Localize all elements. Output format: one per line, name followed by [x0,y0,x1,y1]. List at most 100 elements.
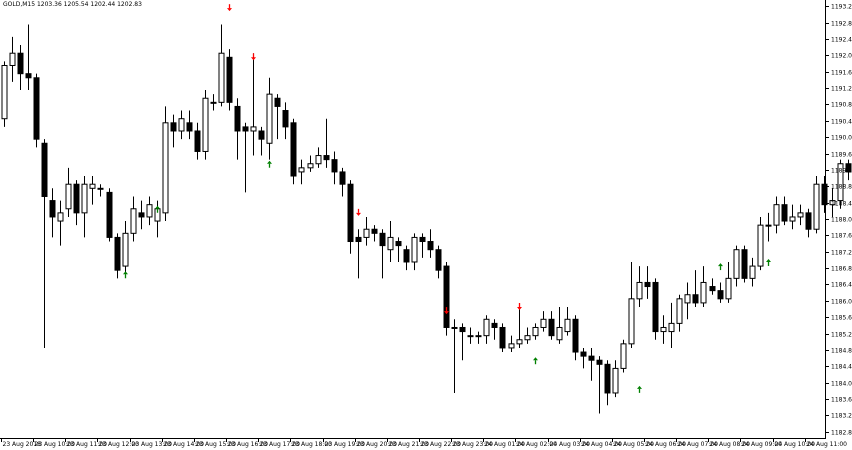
candle-body [717,290,724,300]
candle [427,229,434,258]
time-tick-label: 23 Aug 16:00 [228,441,269,448]
candle [178,110,185,140]
price-tick-label: 1192.45 [831,37,852,44]
candle [146,196,153,226]
price-axis: 1193.25 1192.85 1192.45 1192.05 1191.65 1191.… [825,4,852,437]
candle [97,184,104,197]
candle [395,237,402,262]
candle-body [210,101,217,104]
candle [331,151,338,185]
candle-body [49,200,56,218]
candle-body [298,167,305,173]
candle-body [307,163,314,169]
time-tick-label: 23 Aug 21:00 [389,441,430,448]
candle-body [106,191,113,238]
candle [548,311,555,340]
candle [282,102,289,140]
candle [106,188,113,242]
candle-body [797,212,804,218]
candle [524,327,531,344]
time-tick-label: 23 Aug 19:00 [325,441,366,448]
price-tick-label: 1184.85 [831,348,852,355]
candle-body [733,249,740,279]
price-tick-label: 1184.45 [831,364,852,371]
time-tick-label: 23 Aug 12:00 [99,441,140,448]
candle-body [17,52,24,75]
time-tick-label: 23 Aug 17:00 [260,441,301,448]
candle-body [347,183,354,243]
candle [532,323,539,340]
candle-body [644,281,651,288]
price-tick-label: 1185.25 [831,332,852,339]
candle-body [427,241,434,251]
candle [323,118,330,168]
candle [371,225,378,242]
price-tick-label: 1192.85 [831,21,852,28]
candle [347,180,354,254]
candle [789,204,796,230]
price-tick-label: 1186.05 [831,299,852,306]
candle-body [516,339,523,345]
arrow-head [356,212,361,216]
candle [773,196,780,234]
arrow-head [444,311,449,315]
candle-body [572,318,579,353]
candle-body [371,228,378,234]
price-tick-label: 1188.05 [831,217,852,224]
arrow-head [517,307,522,311]
candle-body [1,64,8,120]
time-tick-label: 24 Aug 03:00 [550,441,591,448]
price-tick-label: 1191.65 [831,70,852,77]
arrow-head [267,160,272,164]
candle-body [339,171,346,185]
candle [821,176,828,213]
candle [17,45,24,91]
candle [781,196,788,226]
time-tick-label: 23 Aug 10:00 [35,441,76,448]
candle [588,347,595,381]
candle-body [451,326,458,329]
time-tick-label: 23 Aug 15:00 [196,441,237,448]
candle [339,167,346,197]
candle [749,257,756,287]
candle-body [387,236,394,251]
candle [114,233,121,279]
candle [130,196,137,242]
candle [805,208,812,238]
down-arrow-icon [517,303,522,311]
candle-body [33,77,40,140]
candle-body [588,355,595,361]
candle [355,229,362,279]
candle-body [829,200,836,206]
candle [387,221,394,262]
down-arrow-icon [444,307,449,315]
candle-body [114,236,121,271]
time-tick-label: 23 Aug 23:00 [453,441,494,448]
candle [797,204,804,226]
candle [1,61,8,127]
candle-body [218,52,225,103]
candle [266,77,273,160]
candle [516,307,523,348]
candle-body [242,126,249,132]
up-arrow-icon [533,357,538,365]
price-tick-label: 1187.25 [831,250,852,257]
candle [676,294,683,332]
candle-body [580,351,587,357]
candle-body [186,122,193,132]
price-tick-label: 1190.85 [831,102,852,109]
candle-body [130,208,137,234]
time-tick-label: 23 Aug 22:00 [421,441,462,448]
candle [733,245,740,287]
candle [226,49,233,111]
arrow-head [227,8,232,12]
price-tick-label: 1183.65 [831,397,852,404]
candle-body [122,232,129,267]
time-tick-label: 23 Aug 14:00 [164,441,205,448]
candle [258,126,265,156]
candle-body [725,277,732,300]
candle [556,307,563,344]
